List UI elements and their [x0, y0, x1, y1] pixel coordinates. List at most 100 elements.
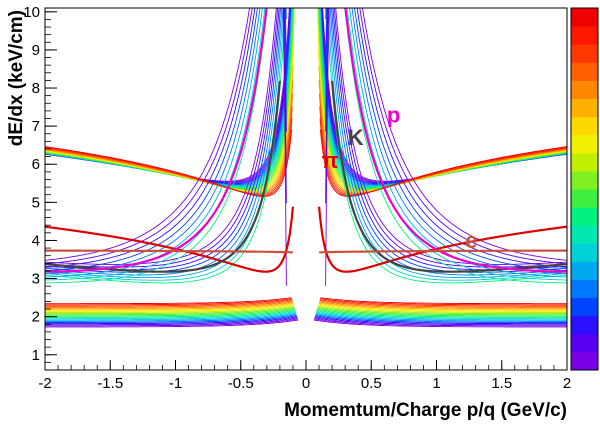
colorbar-segment	[571, 315, 598, 335]
x-tick-label: -0.5	[228, 375, 254, 392]
x-tick-label: 0	[302, 375, 310, 392]
contour-line	[45, 65, 294, 194]
band-curves-group	[45, 8, 567, 273]
color-scale-bar	[570, 7, 599, 371]
contour-line	[45, 8, 283, 276]
colorbar-segment	[571, 243, 598, 262]
contour-line	[45, 8, 284, 279]
contour-line	[314, 318, 567, 327]
contour-line	[332, 8, 567, 271]
contour-line	[45, 300, 293, 308]
contour-line	[314, 317, 567, 326]
contour-line	[45, 297, 292, 305]
band-pion-curve	[45, 206, 294, 273]
contour-line	[45, 319, 299, 328]
y-tick-label: 9	[32, 42, 40, 59]
x-tick-label: 1	[432, 375, 440, 392]
contour-line	[328, 8, 567, 279]
contour-line	[327, 8, 567, 281]
contour-line	[45, 306, 295, 315]
contour-line	[45, 307, 295, 316]
contour-line	[317, 305, 567, 313]
contour-line	[315, 314, 567, 322]
y-tick-label: 7	[32, 118, 40, 135]
contour-line	[45, 8, 285, 281]
contour-line	[325, 8, 567, 268]
proton-label: p	[387, 102, 400, 127]
y-tick-label: 2	[32, 309, 40, 326]
contour-line	[317, 307, 567, 316]
x-tick-label: -1.5	[97, 375, 123, 392]
band-kaon-curve	[45, 80, 281, 273]
contour-line	[346, 8, 567, 281]
contour-line	[318, 303, 567, 311]
contour-line	[45, 304, 294, 312]
colorbar-segment	[571, 207, 598, 226]
colorbar-segment	[571, 98, 598, 118]
contour-line	[45, 305, 295, 313]
contour-line	[45, 303, 294, 311]
colorbar-segment	[571, 351, 598, 371]
colorbar-segment	[571, 152, 598, 172]
band-electron-curve	[45, 249, 293, 254]
x-tick-label: -1	[169, 375, 182, 392]
colorbar-segment	[571, 261, 598, 280]
contour-line	[45, 8, 287, 265]
contour-line	[325, 8, 567, 265]
pion-label: π	[322, 148, 339, 173]
x-tick-label: 1.5	[491, 375, 512, 392]
contour-line	[45, 8, 280, 271]
y-tick-label: 3	[32, 271, 40, 288]
contour-line	[319, 298, 567, 306]
colorbar-segment	[571, 44, 598, 63]
colorbar-segment	[571, 8, 598, 27]
y-axis-title: dE/dx (keV/cm)	[6, 10, 27, 146]
x-tick-label: 0.5	[361, 375, 382, 392]
contour-line	[319, 301, 567, 309]
contour-line	[45, 316, 298, 325]
y-tick-label: 5	[32, 194, 40, 211]
contour-line	[45, 8, 287, 268]
contour-line	[313, 319, 567, 328]
contour-line	[344, 8, 567, 284]
contour-line	[325, 8, 567, 286]
contour-line	[45, 302, 294, 310]
contour-line	[45, 129, 293, 197]
x-tick-label: -2	[38, 375, 51, 392]
colorbar-segment	[571, 116, 598, 136]
colorbar-segment	[571, 26, 598, 45]
contour-line	[315, 313, 567, 321]
contour-line	[316, 310, 567, 318]
colorbar-segment	[571, 225, 598, 244]
y-tick-label: 4	[32, 232, 40, 249]
colorbar-segment	[571, 134, 598, 154]
contour-line	[45, 8, 268, 284]
contour-line	[329, 8, 567, 276]
axis-ticks	[44, 11, 568, 370]
colorbar-segment	[571, 189, 598, 208]
colorbar-segment	[571, 62, 598, 81]
contour-line	[45, 8, 266, 281]
y-tick-label: 10	[23, 4, 40, 21]
band-electron-curve	[319, 249, 567, 254]
contour-line	[315, 315, 567, 323]
contour-line	[317, 306, 567, 315]
contour-line	[45, 318, 298, 327]
contour-line	[315, 312, 567, 320]
contour-line	[45, 313, 297, 321]
contour-line	[45, 312, 297, 320]
colorbar-frame	[570, 7, 599, 371]
colorbar-segment	[571, 170, 598, 190]
band-pion-curve	[318, 206, 567, 273]
contour-line	[45, 311, 296, 319]
contour-line	[45, 299, 293, 307]
colorbar-segment	[571, 333, 598, 353]
contour-line	[316, 311, 567, 319]
contour-line	[45, 308, 296, 317]
contour-line	[314, 316, 567, 325]
x-tick-label: 2	[563, 375, 571, 392]
x-axis-title: Momemtum/Charge p/q (GeV/c)	[284, 400, 567, 421]
y-tick-label: 6	[32, 156, 40, 173]
contour-line	[45, 315, 297, 323]
